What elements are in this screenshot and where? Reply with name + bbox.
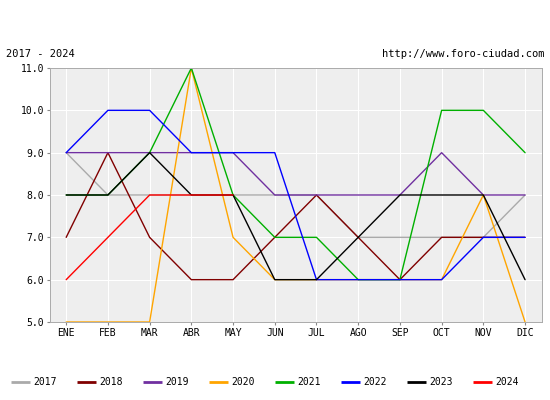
Text: 2023: 2023: [429, 377, 453, 387]
Text: 2022: 2022: [363, 377, 387, 387]
Text: 2021: 2021: [297, 377, 321, 387]
Text: 2017 - 2024: 2017 - 2024: [6, 49, 74, 59]
Text: Evolucion del paro registrado en Castell de Mur: Evolucion del paro registrado en Castell…: [87, 14, 463, 28]
Text: 2020: 2020: [231, 377, 255, 387]
Text: 2018: 2018: [99, 377, 123, 387]
Text: http://www.foro-ciudad.com: http://www.foro-ciudad.com: [382, 49, 544, 59]
Text: 2017: 2017: [33, 377, 57, 387]
Text: 2024: 2024: [495, 377, 519, 387]
Text: 2019: 2019: [165, 377, 189, 387]
